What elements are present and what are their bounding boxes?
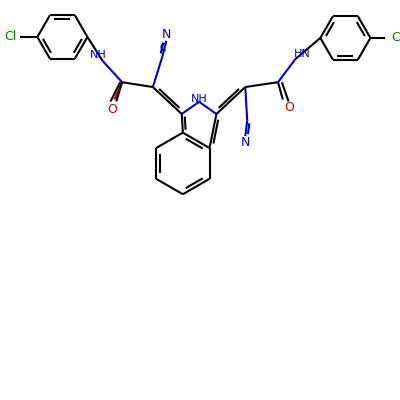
Text: Cl: Cl xyxy=(391,32,400,44)
Text: N: N xyxy=(162,28,171,41)
Text: Cl: Cl xyxy=(4,30,16,44)
Text: N: N xyxy=(241,136,250,149)
Text: C: C xyxy=(159,42,166,52)
Text: HN: HN xyxy=(294,49,310,59)
Text: NH: NH xyxy=(90,50,106,60)
Text: O: O xyxy=(108,103,117,116)
Text: O: O xyxy=(285,101,294,114)
Text: NH: NH xyxy=(191,94,208,104)
